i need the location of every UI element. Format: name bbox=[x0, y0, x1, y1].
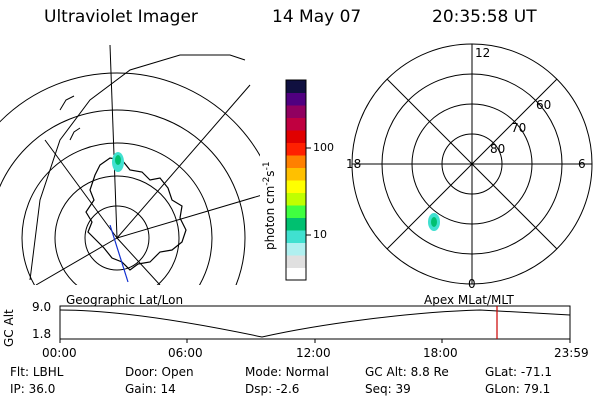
colorbar-segment bbox=[286, 130, 306, 143]
x-tick-label: 00:00 bbox=[42, 346, 77, 360]
colorbar-segment bbox=[286, 117, 306, 131]
colorbar-segment bbox=[286, 142, 306, 156]
geographic-map bbox=[0, 44, 260, 285]
map-lon-line bbox=[109, 44, 118, 239]
colorbar-segment bbox=[286, 217, 306, 231]
x-tick-label: 06:00 bbox=[168, 346, 203, 360]
status-door: Door: Open bbox=[125, 365, 194, 379]
colorbar-segment bbox=[286, 167, 306, 181]
mlt-label-12: 12 bbox=[475, 46, 491, 60]
status-filter: Flt: LBHL bbox=[10, 365, 64, 379]
colorbar bbox=[286, 80, 306, 281]
status-gc-alt: GC Alt: 8.8 Re bbox=[365, 365, 449, 379]
date-label: 14 May 07 bbox=[272, 7, 362, 27]
x-tick-label: 18:00 bbox=[423, 346, 458, 360]
map-lat-circle bbox=[84, 205, 150, 271]
colorbar-segment bbox=[286, 80, 306, 93]
colorbar-segment bbox=[286, 242, 306, 256]
y-axis-label: GC Alt bbox=[2, 309, 16, 347]
map-lat-circle bbox=[0, 109, 246, 285]
colorbar-tick-100: 100 bbox=[313, 141, 334, 154]
mlat-label-70: 70 bbox=[511, 121, 527, 135]
colorbar-segment bbox=[286, 105, 306, 118]
map-lon-line bbox=[116, 237, 161, 285]
polar-plot bbox=[351, 43, 593, 285]
colorbar-segment bbox=[286, 192, 306, 206]
image-boundary bbox=[29, 54, 246, 281]
colorbar-segment bbox=[286, 205, 306, 218]
altitude-curve bbox=[59, 309, 571, 338]
aurora-spot-core bbox=[115, 155, 121, 165]
mlt-label-0: 0 bbox=[468, 277, 476, 291]
status-glat: GLat: -71.1 bbox=[485, 365, 552, 379]
mlt-label-18: 18 bbox=[346, 157, 362, 171]
map-lon-line bbox=[44, 139, 118, 239]
status-glon: GLon: 79.1 bbox=[485, 382, 551, 396]
coastline bbox=[85, 157, 187, 271]
mlt-label-6: 6 bbox=[578, 157, 586, 171]
colorbar-unit: photon cm-2s-1 bbox=[262, 161, 277, 250]
colorbar-segment bbox=[286, 92, 306, 106]
timeline-right-title: Apex MLat/MLT bbox=[424, 293, 514, 307]
mlat-label-60: 60 bbox=[536, 98, 552, 112]
y-tick-top: 9.0 bbox=[32, 300, 52, 314]
x-tick-label: 12:00 bbox=[296, 346, 331, 360]
instrument-title: Ultraviolet Imager bbox=[44, 7, 198, 27]
status-dsp: Dsp: -2.6 bbox=[245, 382, 300, 396]
colorbar-segment bbox=[286, 255, 306, 268]
x-tick-label: 23:59 bbox=[554, 346, 589, 360]
status-ip: IP: 36.0 bbox=[10, 382, 56, 396]
satellite-track bbox=[109, 224, 129, 283]
map-lon-line bbox=[116, 195, 260, 239]
status-seq: Seq: 39 bbox=[365, 382, 411, 396]
colorbar-segment bbox=[286, 230, 306, 243]
colorbar-segment bbox=[286, 267, 306, 281]
coastline bbox=[59, 95, 81, 141]
colorbar-tick-10: 10 bbox=[313, 228, 327, 241]
polar-diagonal bbox=[386, 78, 558, 250]
polar-aurora-core bbox=[431, 217, 437, 227]
map-lon-line bbox=[116, 84, 251, 239]
timeline-left-title: Geographic Lat/Lon bbox=[66, 293, 184, 307]
colorbar-segment bbox=[286, 180, 306, 193]
map-lat-circle bbox=[21, 142, 213, 285]
y-tick-bottom: 1.8 bbox=[32, 327, 52, 341]
mlat-label-80: 80 bbox=[490, 142, 506, 156]
map-lon-line bbox=[35, 237, 118, 285]
colorbar-segment bbox=[286, 155, 306, 168]
time-label: 20:35:58 UT bbox=[432, 7, 537, 27]
map-lat-circle bbox=[54, 175, 180, 285]
map-lat-circle bbox=[0, 72, 260, 157]
status-mode: Mode: Normal bbox=[245, 365, 329, 379]
status-gain: Gain: 14 bbox=[125, 382, 176, 396]
colorbar-frame bbox=[285, 79, 307, 281]
